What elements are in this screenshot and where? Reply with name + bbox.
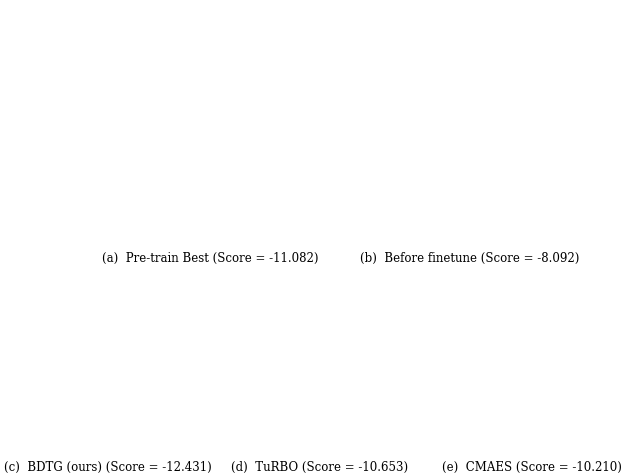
Text: (e)  CMAES (Score = -10.210): (e) CMAES (Score = -10.210) <box>442 460 621 473</box>
Text: (b)  Before finetune (Score = -8.092): (b) Before finetune (Score = -8.092) <box>360 251 580 265</box>
Text: (d)  TuRBO (Score = -10.653): (d) TuRBO (Score = -10.653) <box>231 460 408 473</box>
Text: (c)  BDTG (ours) (Score = -12.431): (c) BDTG (ours) (Score = -12.431) <box>4 460 211 473</box>
Text: (a)  Pre-train Best (Score = -11.082): (a) Pre-train Best (Score = -11.082) <box>102 251 318 265</box>
